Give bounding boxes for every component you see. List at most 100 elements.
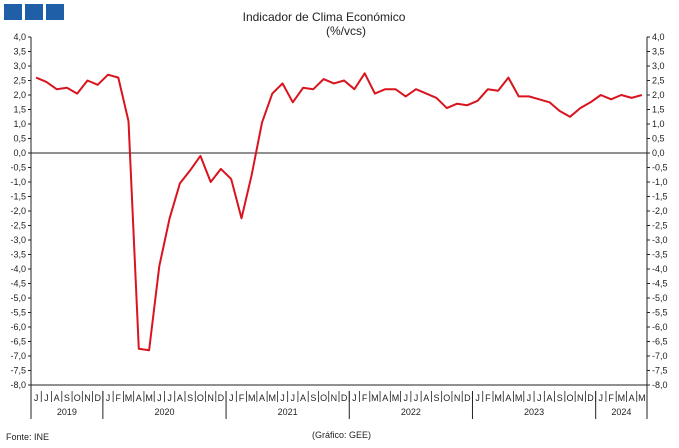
chart-axes: 4,0 4,0 3,5 3,5 3,0 3,0 2,5 2,5 2,0 2,0 1,5 1,5 1,0 1… — [10, 32, 668, 419]
month-label: J — [157, 393, 162, 403]
month-label: A — [259, 393, 265, 403]
year-label: 2020 — [154, 407, 174, 417]
y-tick-label-right: 0,5 — [652, 134, 665, 144]
month-label: N — [84, 393, 91, 403]
y-tick-label-right: -4,0 — [652, 264, 668, 274]
month-label: O — [74, 393, 81, 403]
month-label: M — [515, 393, 523, 403]
y-tick-label-right: -4,5 — [652, 279, 668, 289]
month-label: M — [618, 393, 626, 403]
month-label: M — [125, 393, 133, 403]
month-label: F — [608, 393, 614, 403]
y-tick-label-left: -2,0 — [10, 206, 26, 216]
y-tick-label-right: -3,0 — [652, 235, 668, 245]
month-label: D — [587, 393, 594, 403]
month-label: N — [331, 393, 338, 403]
month-label: S — [310, 393, 316, 403]
y-tick-label-right: 3,5 — [652, 47, 665, 57]
chart-title: Indicador de Clima Económico — [243, 10, 406, 24]
y-tick-label-left: -1,5 — [10, 192, 26, 202]
chart-series — [35, 72, 643, 352]
y-tick-label-left: 2,5 — [13, 76, 26, 86]
month-label: N — [454, 393, 461, 403]
series-line — [35, 72, 643, 352]
y-tick-label-right: 2,0 — [652, 90, 665, 100]
month-label: A — [54, 393, 60, 403]
y-tick-label-right: 0,0 — [652, 148, 665, 158]
y-tick-label-right: -7,5 — [652, 366, 668, 376]
month-label: M — [638, 393, 646, 403]
month-label: D — [341, 393, 348, 403]
month-label: D — [94, 393, 101, 403]
y-tick-label-left: -7,5 — [10, 366, 26, 376]
y-tick-label-right: -1,0 — [652, 177, 668, 187]
y-tick-label-right: -0,5 — [652, 163, 668, 173]
y-tick-label-left: -3,0 — [10, 235, 26, 245]
y-tick-label-left: 4,0 — [13, 32, 26, 42]
month-label: O — [320, 393, 327, 403]
y-tick-label-left: -6,0 — [10, 322, 26, 332]
month-label: J — [229, 393, 234, 403]
month-label: J — [414, 393, 419, 403]
y-tick-label-right: -5,0 — [652, 293, 668, 303]
month-label: A — [629, 393, 635, 403]
month-label: A — [505, 393, 511, 403]
month-label: M — [248, 393, 256, 403]
month-label: O — [566, 393, 573, 403]
y-tick-label-right: -6,5 — [652, 337, 668, 347]
y-tick-label-right: -7,0 — [652, 351, 668, 361]
year-label: 2023 — [524, 407, 544, 417]
y-tick-label-left: 1,5 — [13, 105, 26, 115]
month-label: J — [352, 393, 357, 403]
y-tick-label-left: -7,0 — [10, 351, 26, 361]
month-label: M — [371, 393, 379, 403]
month-label: J — [44, 393, 49, 403]
month-label: J — [537, 393, 542, 403]
month-label: J — [403, 393, 408, 403]
month-label: J — [167, 393, 172, 403]
month-label: J — [599, 393, 604, 403]
y-tick-label-right: -6,0 — [652, 322, 668, 332]
year-label: 2021 — [278, 407, 298, 417]
y-tick-label-left: -8,0 — [10, 380, 26, 390]
y-tick-label-right: -1,5 — [652, 192, 668, 202]
month-label: M — [392, 393, 400, 403]
year-label: 2019 — [57, 407, 77, 417]
y-tick-label-left: -5,0 — [10, 293, 26, 303]
y-tick-label-left: -2,5 — [10, 221, 26, 231]
y-tick-label-left: 1,0 — [13, 119, 26, 129]
month-label: A — [546, 393, 552, 403]
month-label: F — [239, 393, 245, 403]
y-tick-label-left: 0,5 — [13, 134, 26, 144]
year-label: 2024 — [611, 407, 631, 417]
month-label: J — [291, 393, 296, 403]
month-label: M — [145, 393, 153, 403]
chart-subtitle: (%/vcs) — [326, 24, 366, 38]
ine-logo-icon — [4, 4, 64, 20]
month-label: N — [207, 393, 214, 403]
y-tick-label-left: -3,5 — [10, 250, 26, 260]
month-label: S — [187, 393, 193, 403]
month-label: J — [280, 393, 285, 403]
month-label: S — [64, 393, 70, 403]
y-tick-label-left: 3,0 — [13, 61, 26, 71]
y-tick-label-right: 4,0 — [652, 32, 665, 42]
y-tick-label-right: 1,5 — [652, 105, 665, 115]
y-tick-label-right: -3,5 — [652, 250, 668, 260]
month-label: A — [177, 393, 183, 403]
month-label: M — [269, 393, 277, 403]
month-label: J — [34, 393, 39, 403]
y-tick-label-right: 1,0 — [652, 119, 665, 129]
y-tick-label-left: -0,5 — [10, 163, 26, 173]
month-label: J — [527, 393, 532, 403]
chart-credit: (Gráfico: GEE) — [312, 430, 372, 440]
month-label: F — [362, 393, 368, 403]
month-label: O — [443, 393, 450, 403]
y-tick-label-right: -5,5 — [652, 308, 668, 318]
month-label: F — [485, 393, 491, 403]
y-tick-label-right: -8,0 — [652, 380, 668, 390]
y-tick-label-left: 0,0 — [13, 148, 26, 158]
y-tick-label-left: -5,5 — [10, 308, 26, 318]
year-label: 2022 — [401, 407, 421, 417]
